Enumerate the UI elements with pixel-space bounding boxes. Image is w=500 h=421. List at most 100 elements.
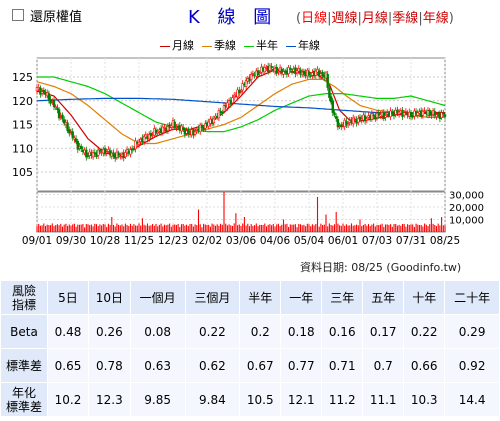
table-cell: 0.7 <box>362 348 405 383</box>
candle-body <box>277 70 280 73</box>
table-cell: 0.16 <box>321 314 364 349</box>
candle-body <box>80 145 83 150</box>
table-cell: 0.29 <box>444 314 500 349</box>
candle-body <box>391 111 394 115</box>
table-cell: 14.4 <box>444 382 500 417</box>
table-cell: 10.2 <box>47 382 89 417</box>
candle-body <box>142 136 146 142</box>
legend-label: 年線 <box>298 39 320 52</box>
x-tick-label: 10/28 <box>90 235 120 247</box>
column-header: 三個月 <box>184 280 241 315</box>
candle-body <box>440 112 443 118</box>
x-tick-label: 04/06 <box>260 235 291 247</box>
candle-body <box>134 140 137 150</box>
chart-title: K 線 圖 <box>188 7 278 28</box>
candle-body <box>334 116 338 119</box>
candle-body <box>433 111 436 116</box>
period-0[interactable]: 日線 <box>301 11 328 26</box>
candle-body <box>182 127 185 130</box>
table-row: 標準差 0.65 0.78 0.63 0.62 0.67 0.77 0.71 0.7 0.66 0.… <box>0 348 500 383</box>
candle-body <box>47 93 51 101</box>
x-tick-label: 02/02 <box>192 235 222 247</box>
period-4[interactable]: 年線 <box>422 11 449 26</box>
period-items: 日線|週線|月線|季線|年線 <box>301 11 449 26</box>
candle-body <box>108 150 112 156</box>
column-header: 二十年 <box>444 280 500 315</box>
candle-body <box>351 117 355 125</box>
candle-body <box>241 83 244 91</box>
candle-body <box>275 66 278 74</box>
candle-body <box>404 111 408 113</box>
candle-body <box>289 68 292 71</box>
candle-body <box>156 131 159 134</box>
legend-label: 季線 <box>214 39 236 52</box>
risk-table-header: 風險 指標 5日 10日 一個月 三個月 半年 一年 三年 五年 十年 二十年 <box>0 280 500 315</box>
restore-checkbox[interactable] <box>12 9 24 21</box>
candle-body <box>331 100 334 113</box>
table-cell: 11.2 <box>321 382 364 417</box>
column-header: 10日 <box>87 280 131 315</box>
column-header: 一個月 <box>129 280 186 315</box>
ma-line-ma_half <box>37 76 446 133</box>
period-separator: | <box>357 11 362 26</box>
candle-body <box>409 111 413 118</box>
candle-body <box>314 70 317 76</box>
period-2[interactable]: 月線 <box>361 11 388 26</box>
candle-body <box>57 109 61 119</box>
candle-body <box>71 131 74 139</box>
candle-body <box>263 67 266 73</box>
candle-body <box>270 66 273 69</box>
candle-body <box>42 89 46 93</box>
x-tick-label: 09/30 <box>56 235 86 247</box>
period-selector: (日線|週線|月線|季線|年線) <box>296 7 454 26</box>
restore-label[interactable]: 還原權值 <box>30 10 83 25</box>
candle-body <box>295 70 299 74</box>
table-cell: 0.2 <box>239 314 282 349</box>
candle-body <box>328 87 331 99</box>
candle-body <box>62 119 66 124</box>
table-row: 年化 標準差 10.2 12.3 9.85 9.84 10.5 12.1 11.2 11.1 10.… <box>0 382 500 417</box>
table-cell: 0.77 <box>280 348 323 383</box>
y-tick-label: 125 <box>12 71 33 84</box>
table-cell: 0.48 <box>47 314 89 349</box>
candle-body <box>231 97 234 104</box>
candle-body <box>112 152 115 157</box>
table-cell: 0.78 <box>87 348 131 383</box>
candle-body <box>173 121 176 128</box>
candle-body <box>377 112 380 116</box>
candle-body <box>54 106 57 109</box>
x-tick-label: 12/23 <box>158 235 188 247</box>
risk-table: 風險 指標 5日 10日 一個月 三個月 半年 一年 三年 五年 十年 二十年 Beta 0.48 0.26… <box>0 280 500 417</box>
column-header: 十年 <box>403 280 446 315</box>
table-cell: 0.66 <box>403 348 446 383</box>
candle-body <box>226 102 229 109</box>
table-cell: 12.3 <box>87 382 131 417</box>
candle-body <box>161 126 164 134</box>
x-tick-label: 07/03 <box>362 235 392 247</box>
candle-body <box>258 72 261 74</box>
candle-body <box>97 149 100 156</box>
candle-body <box>91 152 95 158</box>
candle-body <box>442 112 445 115</box>
column-header: 三年 <box>321 280 364 315</box>
table-cell: 0.08 <box>129 314 186 349</box>
candle-body <box>66 122 69 132</box>
candle-body <box>222 105 226 112</box>
candle-body <box>396 109 399 114</box>
legend-item-2: 半年 <box>244 39 278 52</box>
period-separator: | <box>387 11 393 26</box>
candle-body <box>321 71 324 77</box>
candle-body <box>52 100 56 107</box>
x-tick-label: 06/01 <box>328 235 358 247</box>
candle-body <box>251 73 255 75</box>
legend-item-0: 月線 <box>160 39 194 52</box>
period-1[interactable]: 週線 <box>331 11 358 26</box>
table-cell: 12.1 <box>280 382 323 417</box>
period-3[interactable]: 季線 <box>392 11 419 26</box>
source-note: 資料日期: 08/25 (Goodinfo.tw) <box>300 261 462 274</box>
candle-body <box>221 111 224 114</box>
candle-body <box>103 148 107 155</box>
candle-body <box>39 87 42 95</box>
candle-body <box>370 113 374 120</box>
table-cell: 0.22 <box>184 314 241 349</box>
